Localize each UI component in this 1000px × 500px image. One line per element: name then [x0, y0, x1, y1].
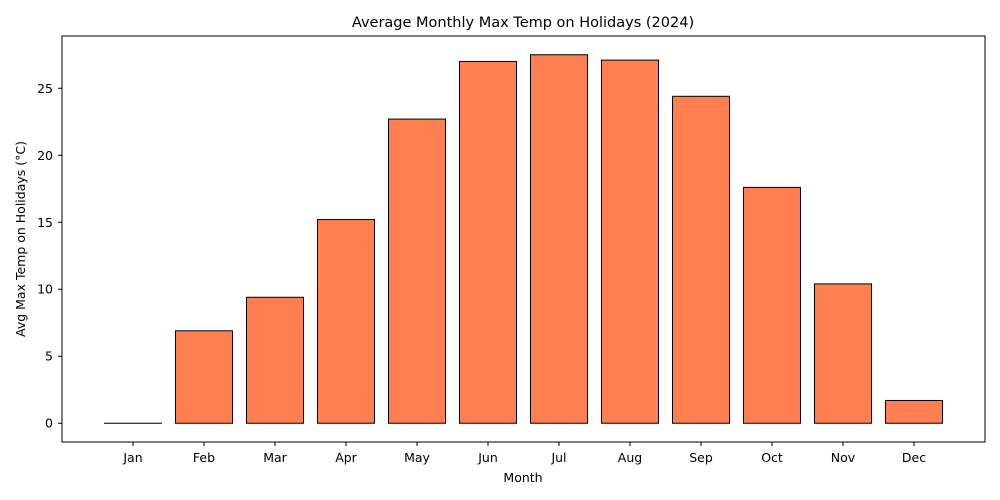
x-tick-label-mar: Mar: [263, 450, 287, 465]
x-tick-label-apr: Apr: [335, 450, 357, 465]
x-tick-label-feb: Feb: [193, 450, 215, 465]
bar-feb: [175, 330, 233, 424]
axes-frame: [61, 35, 986, 443]
x-tick-label-may: May: [404, 450, 430, 465]
bar-nov: [814, 283, 872, 424]
y-tick-label-5: 5: [45, 349, 53, 364]
x-axis-label: Month: [503, 470, 542, 485]
y-axis-label: Avg Max Temp on Holidays (°C): [13, 141, 28, 337]
y-tick-label-15: 15: [37, 215, 53, 230]
x-tick-label-jul: Jul: [550, 450, 566, 465]
bar-jun: [459, 60, 517, 424]
x-tick-label-oct: Oct: [761, 450, 783, 465]
x-tick-label-nov: Nov: [831, 450, 856, 465]
chart-title: Average Monthly Max Temp on Holidays (20…: [352, 15, 694, 31]
bar-apr: [317, 219, 375, 424]
y-tick-label-20: 20: [37, 148, 53, 163]
bar-mar: [246, 296, 304, 424]
x-tick-label-jan: Jan: [122, 450, 142, 465]
y-axis-ticks: 0 5 10 15 20 25: [37, 81, 62, 431]
bar-may: [388, 118, 446, 424]
x-tick-label-sep: Sep: [689, 450, 713, 465]
y-tick-label-0: 0: [45, 416, 53, 431]
bar-aug: [601, 59, 659, 424]
bars: [104, 54, 943, 424]
bar-dec: [885, 399, 943, 424]
bar-jul: [530, 54, 588, 424]
x-axis-ticks: Jan Feb Mar Apr May Jun Jul Aug Sep Oct Nov Dec: [122, 442, 926, 465]
bar-sep: [672, 95, 730, 424]
plot-area: [61, 35, 986, 443]
x-tick-label-dec: Dec: [902, 450, 926, 465]
y-tick-label-25: 25: [37, 81, 53, 96]
x-tick-label-jun: Jun: [477, 450, 498, 465]
bar-oct: [743, 186, 801, 424]
y-tick-label-10: 10: [37, 282, 53, 297]
x-tick-label-aug: Aug: [618, 450, 642, 465]
